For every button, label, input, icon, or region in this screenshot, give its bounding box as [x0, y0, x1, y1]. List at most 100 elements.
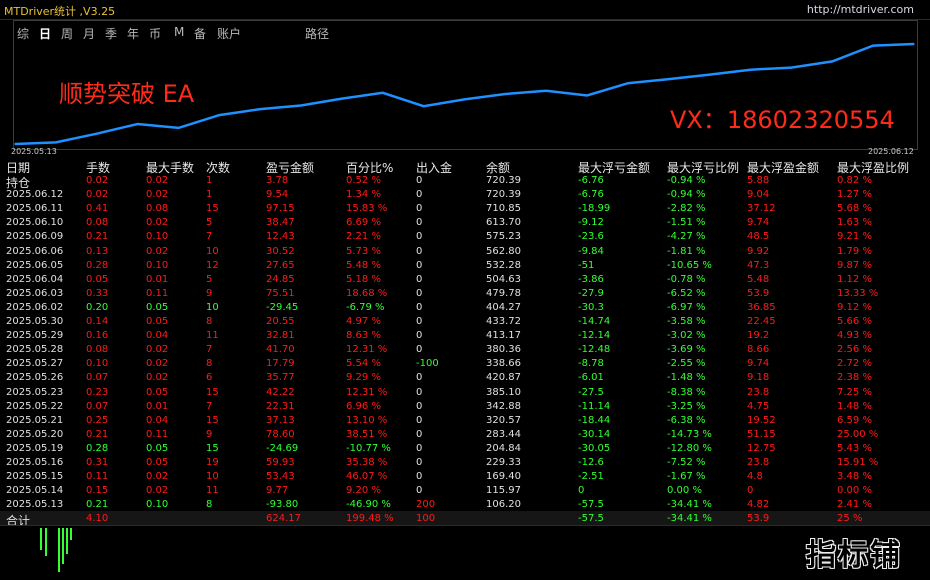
equity-point-7: [300, 104, 302, 107]
table-cell: 4.97 %: [346, 316, 381, 327]
tab-4[interactable]: 季: [105, 27, 118, 41]
table-cell: 0: [416, 344, 423, 356]
table-cell: 9: [206, 287, 213, 299]
table-cell: 2025.05.14: [6, 485, 64, 497]
table-cell: 0.10: [86, 358, 109, 370]
site-link[interactable]: http://mtdriver.com: [806, 3, 914, 16]
table-cell: 9.04: [747, 189, 770, 201]
table-cell: 0.08: [86, 344, 109, 356]
table-cell: 38.51 %: [346, 428, 388, 440]
tab-10[interactable]: 路径: [305, 27, 330, 41]
table-cell: 2025.06.10: [6, 217, 64, 229]
table-cell: 8.66: [747, 344, 770, 356]
table-cell: -27.5: [578, 386, 604, 398]
table-cell: 2025.05.26: [6, 372, 64, 384]
tab-6[interactable]: 币: [149, 27, 162, 41]
total-row-background: [0, 511, 930, 525]
table-cell: 0: [416, 386, 423, 398]
table-cell: 42.22: [266, 386, 295, 398]
table-cell: -30.14: [578, 428, 611, 440]
table-cell: 9.92: [747, 245, 770, 257]
table-cell: 0.07: [86, 400, 109, 412]
table-cell: 12.43: [266, 231, 295, 243]
table-cell: 5: [206, 217, 213, 229]
table-cell: 23.8: [747, 386, 770, 398]
tab-0[interactable]: 综: [17, 27, 30, 41]
tab-7[interactable]: M: [174, 25, 185, 39]
table-cell: 0.02: [146, 485, 169, 497]
equity-point-13: [545, 89, 547, 92]
table-cell: -3.58 %: [667, 316, 706, 327]
table-cell: 27.65: [266, 259, 295, 271]
table-cell: 0: [416, 189, 423, 201]
table-cell: 0.14: [86, 316, 109, 327]
table-cell: 23.8: [747, 457, 770, 468]
tab-3[interactable]: 月: [83, 27, 96, 41]
ea-name-overlay: 顺势突破 EA: [59, 80, 195, 108]
table-cell: 0.02: [146, 189, 169, 201]
tab-2[interactable]: 周: [61, 27, 74, 41]
table-cell: 32.81: [266, 330, 295, 342]
table-cell: 0.07: [86, 372, 109, 384]
table-cell: 720.39: [486, 189, 521, 201]
table-cell: 12.31 %: [346, 344, 388, 356]
equity-point-1: [55, 141, 57, 144]
column-header-3: 次数: [206, 161, 231, 175]
table-cell: -30.05: [578, 442, 611, 454]
table-cell: 51.15: [747, 428, 776, 440]
table-cell: 575.23: [486, 231, 521, 243]
table-cell: 4.82: [747, 499, 770, 511]
table-cell: 0.02: [146, 217, 169, 229]
equity-point-20: [831, 60, 834, 63]
total-row-cell: 合计: [6, 514, 31, 529]
table-cell: 12: [206, 259, 219, 271]
table-cell: 6.59 %: [837, 414, 872, 426]
table-cell: 0.20: [86, 301, 109, 313]
equity-point-11: [463, 98, 466, 101]
table-cell: 0.41: [86, 203, 109, 215]
table-cell: -12.48: [578, 344, 611, 356]
table-cell: 78.60: [266, 428, 295, 440]
position-row-cell: 720.39: [486, 175, 521, 186]
table-cell: -6.79 %: [346, 301, 385, 313]
table-cell: 5.54 %: [346, 358, 381, 370]
table-cell: 0: [416, 301, 423, 313]
table-cell: -2.55 %: [667, 358, 706, 370]
table-cell: -1.67 %: [667, 471, 706, 483]
table-cell: 8: [206, 358, 213, 370]
tab-8[interactable]: 备: [194, 27, 207, 41]
equity-point-0: [14, 143, 16, 145]
table-cell: -9.12: [578, 217, 604, 229]
tab-5[interactable]: 年: [127, 27, 140, 41]
table-cell: 2.56 %: [837, 344, 872, 356]
table-cell: 283.44: [486, 428, 521, 440]
table-cell: 59.93: [266, 457, 295, 468]
table-cell: 0.04: [146, 330, 169, 342]
table-cell: 5: [206, 273, 213, 285]
table-cell: 2025.06.02: [6, 301, 64, 313]
position-row-cell: 5.88: [747, 175, 770, 186]
table-cell: 0: [416, 273, 423, 285]
table-cell: 0: [416, 287, 423, 299]
equity-chart-panel: [13, 20, 918, 150]
total-row-cell: 25 %: [837, 513, 863, 525]
table-cell: 0: [416, 372, 423, 384]
column-header-5: 百分比%: [346, 161, 394, 175]
table-cell: 420.87: [486, 372, 521, 384]
table-cell: 0: [416, 471, 423, 483]
contact-overlay: VX：18602320554: [670, 106, 895, 134]
table-cell: 504.63: [486, 273, 521, 285]
table-cell: 404.27: [486, 301, 521, 313]
table-cell: 106.20: [486, 499, 521, 511]
total-row-cell: -34.41 %: [667, 513, 712, 525]
equity-point-10: [422, 105, 425, 107]
tab-1[interactable]: 日: [39, 27, 52, 41]
table-cell: 0.33: [86, 287, 109, 299]
logo: 指标铺: [806, 538, 902, 573]
table-cell: 15.83 %: [346, 203, 388, 215]
table-cell: -93.80: [266, 499, 299, 511]
column-header-10: 最大浮盈金额: [747, 161, 820, 175]
equity-point-6: [259, 108, 261, 110]
table-cell: 0.21: [86, 428, 109, 440]
tab-9[interactable]: 账户: [217, 27, 242, 41]
